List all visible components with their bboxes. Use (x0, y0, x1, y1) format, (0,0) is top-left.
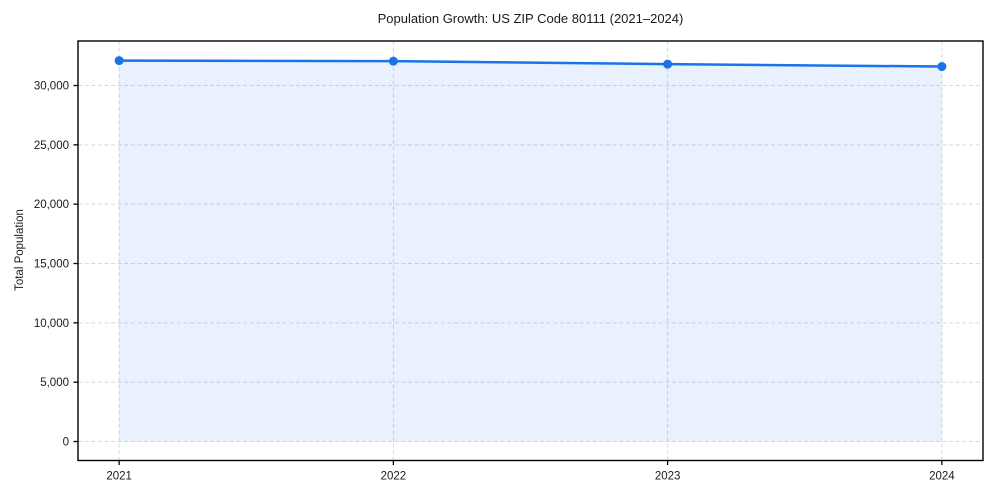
y-tick-label: 15,000 (34, 259, 69, 271)
trend-line (117, 59, 944, 68)
data-point (937, 62, 947, 72)
x-tick-label: 2022 (381, 471, 407, 483)
y-tick-label: 20,000 (34, 199, 69, 211)
data-point (114, 56, 124, 66)
x-tick-label: 2024 (929, 471, 955, 483)
y-tick-label: 5,000 (40, 377, 69, 389)
area-fill (119, 60, 942, 442)
plot-border (77, 40, 984, 462)
data-point (663, 59, 673, 69)
x-tick-label: 2023 (655, 471, 681, 483)
y-tick-label: 25,000 (34, 140, 69, 152)
chart-title: Population Growth: US ZIP Code 80111 (20… (377, 11, 684, 26)
y-tick-label: 0 (63, 437, 69, 449)
x-tick-label: 2021 (106, 471, 132, 483)
data-point (388, 56, 398, 66)
y-tick-label: 10,000 (34, 318, 69, 330)
y-tick-label: 30,000 (34, 81, 69, 93)
